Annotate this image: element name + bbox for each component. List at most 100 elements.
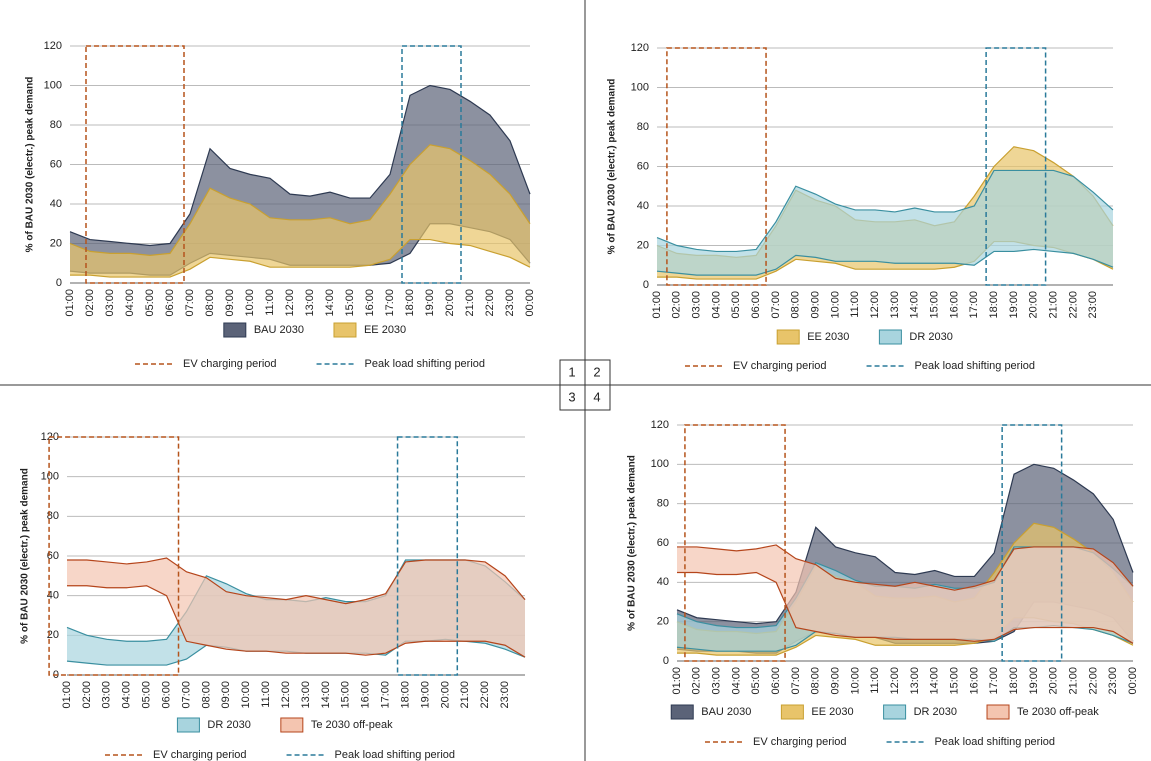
x-tick-label: 12:00 (280, 681, 292, 709)
x-tick-label: 08:00 (204, 289, 216, 317)
x-tick-label: 14:00 (324, 289, 336, 317)
x-tick-label: 23:00 (504, 289, 516, 317)
y-tick-label: 80 (637, 121, 649, 133)
x-tick-label: 19:00 (1008, 291, 1020, 319)
x-tick-label: 18:00 (399, 681, 411, 709)
legend-label: DR 2030 (207, 719, 250, 731)
panel-number: 3 (568, 389, 575, 404)
y-tick-label: 120 (44, 40, 62, 52)
x-tick-label: 05:00 (730, 291, 742, 319)
band-fill (70, 144, 530, 278)
band-upper-line (67, 557, 526, 605)
x-tick-label: 07:00 (180, 681, 192, 709)
x-tick-label: 16:00 (948, 291, 960, 319)
y-tick-label: 60 (657, 537, 669, 549)
legend-label: Te 2030 off-peak (1017, 706, 1099, 718)
x-tick-label: 13:00 (889, 291, 901, 319)
x-tick-label: 03:00 (101, 681, 113, 709)
legend-label: Peak load shifting period (935, 736, 1055, 748)
x-tick-label: 21:00 (464, 289, 476, 317)
y-tick-label: 100 (44, 79, 62, 91)
period-box (85, 45, 185, 284)
y-tick-label: 80 (657, 498, 669, 510)
x-tick-label: 06:00 (160, 681, 172, 709)
x-tick-label: 00:00 (524, 289, 536, 317)
x-tick-label: 01:00 (61, 681, 73, 709)
x-tick-label: 18:00 (404, 289, 416, 317)
y-tick-label: 120 (631, 42, 649, 54)
x-tick-label: 05:00 (750, 667, 762, 695)
x-tick-label: 23:00 (499, 681, 511, 709)
panel-number: 1 (568, 364, 575, 379)
legend-label: Peak load shifting period (365, 358, 485, 370)
x-tick-label: 19:00 (419, 681, 431, 709)
legend-label: EE 2030 (364, 324, 406, 336)
x-tick-label: 20:00 (1048, 667, 1060, 695)
y-tick-label: 80 (50, 119, 62, 131)
x-tick-label: 22:00 (1087, 667, 1099, 695)
x-tick-label: 02:00 (84, 289, 96, 317)
x-tick-label: 17:00 (384, 289, 396, 317)
x-tick-label: 10:00 (849, 667, 861, 695)
x-tick-label: 07:00 (790, 667, 802, 695)
x-tick-label: 16:00 (968, 667, 980, 695)
x-tick-label: 01:00 (651, 291, 663, 319)
x-tick-label: 19:00 (424, 289, 436, 317)
y-tick-label: 0 (663, 655, 669, 667)
x-tick-label: 06:00 (750, 291, 762, 319)
x-tick-label: 03:00 (104, 289, 116, 317)
y-tick-label: 100 (41, 471, 59, 483)
x-tick-label: 09:00 (220, 681, 232, 709)
x-tick-label: 04:00 (121, 681, 133, 709)
legend-label: BAU 2030 (254, 324, 304, 336)
x-tick-label: 09:00 (810, 291, 822, 319)
x-tick-label: 22:00 (484, 289, 496, 317)
legend-label: Te 2030 off-peak (311, 719, 393, 731)
y-tick-label: 0 (56, 277, 62, 289)
x-tick-label: 09:00 (830, 667, 842, 695)
y-axis-title: % of BAU 2030 (electr.) peak demand (25, 77, 36, 253)
band-upper-line (677, 544, 1134, 591)
x-tick-label: 15:00 (340, 681, 352, 709)
band-lower-line (677, 571, 1134, 644)
x-tick-label: 03:00 (691, 291, 703, 319)
x-tick-label: 21:00 (1067, 667, 1079, 695)
x-tick-label: 04:00 (730, 667, 742, 695)
x-tick-label: 23:00 (1087, 291, 1099, 319)
x-tick-label: 10:00 (829, 291, 841, 319)
chart-panel: 0 20 40 60 80 100 120 01:00 02:00 03:00 04:00 05:00… (627, 419, 1139, 748)
legend-swatch (223, 322, 247, 338)
legend-swatch (986, 704, 1010, 720)
x-tick-label: 17:00 (380, 681, 392, 709)
x-tick-label: 04:00 (124, 289, 136, 317)
x-tick-label: 05:00 (144, 289, 156, 317)
x-tick-label: 04:00 (710, 291, 722, 319)
y-tick-label: 100 (651, 458, 669, 470)
legend-label: EV charging period (153, 749, 247, 761)
x-tick-label: 08:00 (200, 681, 212, 709)
x-tick-label: 08:00 (810, 667, 822, 695)
legend-swatch (878, 329, 902, 345)
x-tick-label: 21:00 (459, 681, 471, 709)
legend-label: Peak load shifting period (335, 749, 455, 761)
y-tick-label: 20 (50, 237, 62, 249)
x-tick-label: 01:00 (671, 667, 683, 695)
legend-swatch (280, 717, 304, 733)
x-tick-label: 11:00 (260, 681, 272, 708)
x-tick-label: 16:00 (360, 681, 372, 709)
y-tick-label: 60 (50, 158, 62, 170)
x-tick-label: 14:00 (909, 291, 921, 319)
band-fill (657, 170, 1113, 276)
x-tick-label: 02:00 (691, 667, 703, 695)
band-lower-line (656, 248, 1114, 276)
legend-swatch (883, 704, 907, 720)
period-box (985, 47, 1047, 286)
x-tick-label: 13:00 (909, 667, 921, 695)
x-tick-label: 02:00 (81, 681, 93, 709)
y-tick-label: 20 (637, 239, 649, 251)
y-tick-label: 0 (643, 279, 649, 291)
legend-swatch (776, 329, 800, 345)
y-tick-label: 20 (657, 616, 669, 628)
x-tick-label: 14:00 (320, 681, 332, 709)
